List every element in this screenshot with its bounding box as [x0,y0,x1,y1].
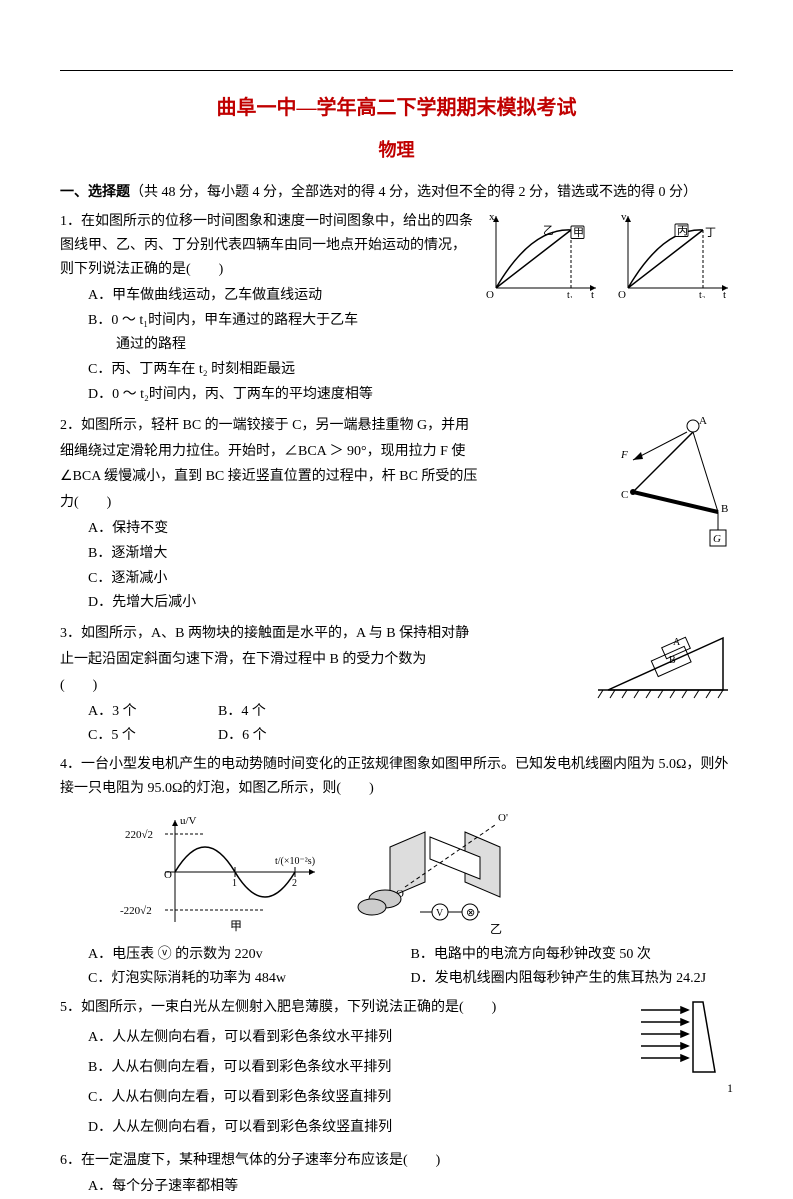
q4-ytop: 220√2 [125,829,153,841]
q2-optB: B．逐渐增大 [88,542,605,566]
q3-text: 3．如图所示，A、B 两物块的接触面是水平的，A 与 B 保持相对静 止一起沿固… [60,620,585,749]
q4-optA: A．电压表 ⓥ 的示数为 220v [88,943,411,967]
q3-labB: B [669,655,676,666]
q1: 1．在如图所示的位移一时间图象和速度一时间图象中，给出的四条图线甲、乙、丙、丁分… [60,208,733,407]
svg-text:V: V [436,908,444,919]
q2-text: 2．如图所示，轻杆 BC 的一端铰接于 C，另一端悬挂重物 G，并用 细绳绕过定… [60,412,605,616]
top-rule [60,70,733,71]
q1-g1-l2: 甲 [573,227,584,239]
q4-x2: 2 [292,878,297,889]
q1-g2-o: O [618,289,626,298]
q3: 3．如图所示，A、B 两物块的接触面是水平的，A 与 B 保持相对静 止一起沿固… [60,620,733,749]
q2-optA: A．保持不变 [88,517,605,541]
q2-F: F [620,449,628,461]
q1-g2-x: t [723,289,726,298]
q1-optB-l1: B．0 ～ t₁时间内，甲车通过的路程大于乙车 [88,309,473,333]
q1-optD: D．0 ～ t₂时间内，丙、丁两车的平均速度相等 [88,383,473,407]
q5-optD: D．人从左侧向右看，可以看到彩色条纹竖直排列 [88,1116,625,1140]
q1-g1-tick: t₁ [567,290,573,298]
q4-options: A．电压表 ⓥ 的示数为 220vB．电路中的电流方向每秒钟改变 50 次 C．… [60,943,733,991]
q6-stem: 6．在一定温度下，某种理想气体的分子速率分布应该是( ) [60,1149,733,1173]
q4-x1: 1 [232,878,237,889]
q3-options: A．3 个B．4 个 C．5 个D．6 个 [60,700,585,749]
svg-text:⊗: ⊗ [466,907,475,919]
q4-cap2: 乙 [490,922,502,936]
q2-optC: C．逐渐减小 [88,567,605,591]
q2-figure: A C B F G [613,412,733,552]
page-number: 1 [727,1078,733,1098]
q4-optB: B．电路中的电流方向每秒钟改变 50 次 [411,943,734,967]
q4-Op: O' [498,812,508,824]
q2-l3: ∠BCA 缓慢减小，直到 BC 接近竖直位置的过程中，杆 BC 所受的压 [60,465,605,489]
q3-l3: ( ) [60,674,585,698]
q2-l2: 细绳绕过定滑轮用力拉住。开始时，∠BCA ＞ 90°，现用拉力 F 使 [60,440,605,464]
q2-C: C [621,489,628,501]
q3-optA: A．3 个 [88,700,218,724]
q3-optD: D．6 个 [218,724,348,748]
q1-stem: 1．在如图所示的位移一时间图象和速度一时间图象中，给出的四条图线甲、乙、丙、丁分… [60,210,473,281]
q4-o: O [164,869,172,881]
q1-g2-l1: 丙 [677,225,688,237]
q1-text: 1．在如图所示的位移一时间图象和速度一时间图象中，给出的四条图线甲、乙、丙、丁分… [60,208,473,407]
q5-optB: B．人从右侧向左看，可以看到彩色条纹水平排列 [88,1056,625,1080]
q2-l1: 2．如图所示，轻杆 BC 的一端铰接于 C，另一端悬挂重物 G，并用 [60,414,605,438]
q3-l2: 止一起沿固定斜面匀速下滑，在下滑过程中 B 的受力个数为 [60,648,585,672]
q1-figures: x t O t₁ 乙 甲 v t O t₂ 丙 丁 [481,208,733,298]
q3-figure: A B [593,620,733,700]
q2-G: G [713,533,721,545]
q4-optC: C．灯泡实际消耗的功率为 484w [88,967,411,991]
q5-figure [633,994,733,1084]
section1-rest: （共 48 分，每小题 4 分，全部选对的得 4 分，选对但不全的得 2 分，错… [130,185,697,200]
q1-g1-y: x [489,211,495,223]
q5-stem: 5．如图所示，一束白光从左侧射入肥皂薄膜，下列说法正确的是( ) [60,996,625,1020]
q1-graph-xt: x t O t₁ 乙 甲 [481,208,601,298]
q3-l1: 3．如图所示，A、B 两物块的接触面是水平的，A 与 B 保持相对静 [60,622,585,646]
q2-B: B [721,503,728,515]
q5-optA: A．人从左侧向右看，可以看到彩色条纹水平排列 [88,1026,625,1050]
q4-figures: u/V O 220√2 -220√2 1 2 t/(×10⁻²s) 甲 O' O… [120,807,733,937]
q2: 2．如图所示，轻杆 BC 的一端铰接于 C，另一端悬挂重物 G，并用 细绳绕过定… [60,412,733,616]
exam-subject: 物理 [60,135,733,166]
q4-sine-graph: u/V O 220√2 -220√2 1 2 t/(×10⁻²s) 甲 [120,812,320,932]
q1-optC: C．丙、丁两车在 t₂ 时刻相距最远 [88,358,473,382]
exam-title: 曲阜一中—学年高二下学期期末模拟考试 [60,91,733,125]
q1-g1-l1: 乙 [543,224,554,237]
q6-optA: A．每个分子速率都相等 [88,1175,733,1199]
q4-ylabel: u/V [180,815,197,827]
section1-header: 一、选择题（共 48 分，每小题 4 分，全部选对的得 4 分，选对但不全的得 … [60,180,733,205]
q5-optC: C．人从右侧向左看，可以看到彩色条纹竖直排列 [88,1086,625,1110]
q3-optC: C．5 个 [88,724,218,748]
q1-g2-y: v [621,211,627,223]
q3-optB: B．4 个 [218,700,348,724]
q1-g1-x: t [591,289,594,298]
q3-labA: A [673,637,681,648]
q4-cap1: 甲 [230,919,242,932]
q6: 6．在一定温度下，某种理想气体的分子速率分布应该是( ) A．每个分子速率都相等 [60,1149,733,1199]
q1-graph-vt: v t O t₂ 丙 丁 [613,208,733,298]
q5-text: 5．如图所示，一束白光从左侧射入肥皂薄膜，下列说法正确的是( ) A．人从左侧向… [60,994,625,1145]
q4-generator-diagram: O' O V ⊗ 乙 [350,807,540,937]
q1-g2-l2: 丁 [705,227,716,239]
q4-xlabel: t/(×10⁻²s) [275,856,315,867]
q4-stem: 4．一台小型发电机产生的电动势随时间变化的正弦规律图象如图甲所示。已知发电机线圈… [60,753,733,801]
q4: 4．一台小型发电机产生的电动势随时间变化的正弦规律图象如图甲所示。已知发电机线圈… [60,753,733,990]
q2-l4: 力( ) [60,491,605,515]
section1-bold: 一、选择题 [60,183,130,199]
q6-options: A．每个分子速率都相等 [60,1175,733,1199]
q1-optB-l2: 通过的路程 [88,333,473,357]
q1-optA: A．甲车做曲线运动，乙车做直线运动 [88,284,473,308]
q1-g2-tick: t₂ [699,290,705,298]
q1-options: A．甲车做曲线运动，乙车做直线运动 B．0 ～ t₁时间内，甲车通过的路程大于乙… [60,284,473,407]
q1-g1-o: O [486,289,494,298]
q4-ybot: -220√2 [120,905,152,917]
q4-optD: D．发电机线圈内阻每秒钟产生的焦耳热为 24.2J [411,967,734,991]
q2-options: A．保持不变 B．逐渐增大 C．逐渐减小 D．先增大后减小 [60,517,605,615]
q2-A: A [699,415,707,427]
q5: 5．如图所示，一束白光从左侧射入肥皂薄膜，下列说法正确的是( ) A．人从左侧向… [60,994,733,1145]
q5-options: A．人从左侧向右看，可以看到彩色条纹水平排列 B．人从右侧向左看，可以看到彩色条… [60,1026,625,1139]
q2-optD: D．先增大后减小 [88,591,605,615]
